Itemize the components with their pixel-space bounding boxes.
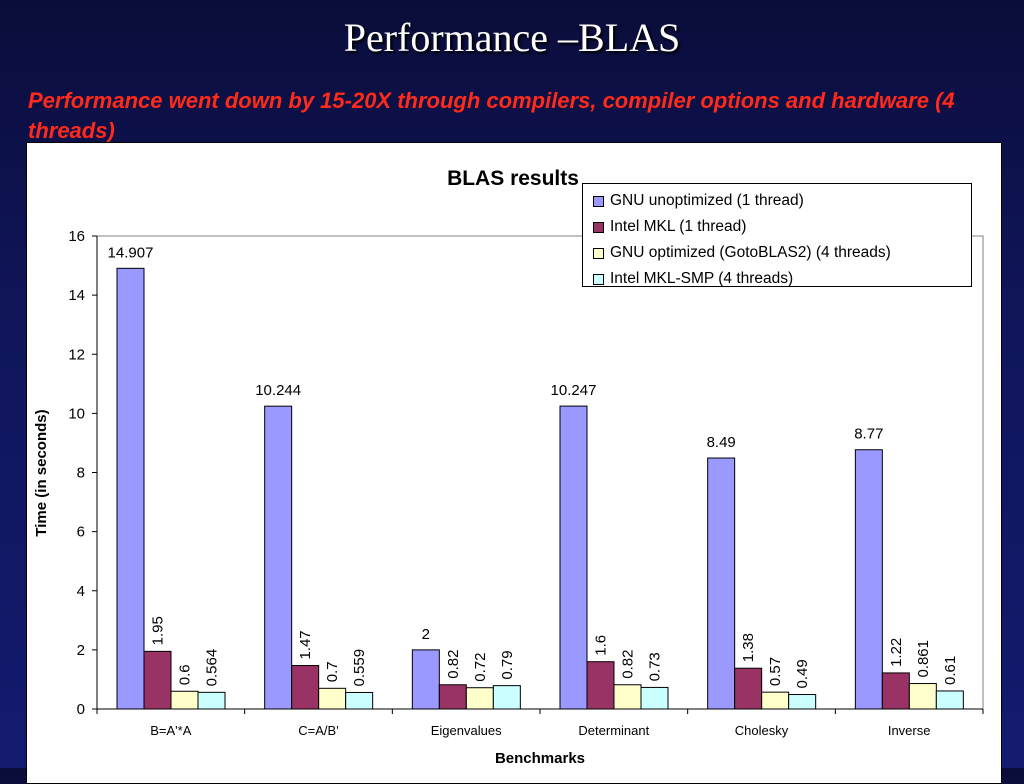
data-label: 8.49 xyxy=(707,434,736,451)
data-label: 0.6 xyxy=(177,664,194,685)
x-tick-label: B=A'*A xyxy=(150,723,191,738)
data-label: 1.38 xyxy=(740,633,757,662)
y-tick-label: 10 xyxy=(68,405,85,422)
y-tick-label: 16 xyxy=(68,228,85,245)
legend-item: Intel MKL-SMP (4 threads) xyxy=(593,266,971,292)
bar xyxy=(788,694,817,710)
y-tick-label: 0 xyxy=(77,701,85,718)
bar xyxy=(465,687,494,710)
data-label: 0.61 xyxy=(942,656,959,685)
bar xyxy=(734,667,763,710)
bar xyxy=(197,691,226,710)
bar xyxy=(935,690,964,710)
data-label: 10.247 xyxy=(551,382,597,399)
legend-label: Intel MKL-SMP (4 threads) xyxy=(610,270,794,287)
chart-legend: GNU unoptimized (1 thread) Intel MKL (1 … xyxy=(582,183,972,287)
bar xyxy=(908,683,937,710)
legend-item: GNU unoptimized (1 thread) xyxy=(593,188,971,214)
x-tick-label: Inverse xyxy=(888,723,931,738)
x-tick-label: Cholesky xyxy=(735,723,789,738)
bar xyxy=(854,449,883,710)
bar xyxy=(116,267,145,710)
data-label: 0.49 xyxy=(794,659,811,688)
legend-label: GNU unoptimized (1 thread) xyxy=(610,192,804,209)
x-axis-label: Benchmarks xyxy=(495,750,585,767)
bar xyxy=(559,405,588,710)
data-label: 0.72 xyxy=(472,653,489,682)
x-tick-label: Determinant xyxy=(578,723,649,738)
plot-border xyxy=(96,235,984,710)
y-tick-label: 4 xyxy=(77,583,85,600)
bar xyxy=(291,665,320,710)
data-label: 1.22 xyxy=(888,638,905,667)
data-label: 0.559 xyxy=(351,649,368,687)
data-label: 1.6 xyxy=(593,635,610,656)
data-label: 0.57 xyxy=(767,657,784,686)
legend-item: GNU optimized (GotoBLAS2) (4 threads) xyxy=(593,240,971,266)
legend-item: Intel MKL (1 thread) xyxy=(593,214,971,240)
bar xyxy=(318,687,347,710)
bar-chart: BLAS results Time (in seconds) Benchmark… xyxy=(33,167,984,767)
slide-subtitle: Performance went down by 15-20X through … xyxy=(28,88,955,143)
bar xyxy=(881,672,910,710)
y-tick-label: 2 xyxy=(77,642,85,659)
legend-label: GNU optimized (GotoBLAS2) (4 threads) xyxy=(610,244,891,261)
bar xyxy=(586,661,615,710)
legend-swatch xyxy=(593,273,604,285)
y-tick-label: 6 xyxy=(77,524,85,541)
bar xyxy=(761,691,790,710)
x-tick-label: Eigenvalues xyxy=(431,723,502,738)
y-tick-label: 14 xyxy=(68,287,85,304)
y-tick-label: 12 xyxy=(68,346,85,363)
bar xyxy=(264,405,293,710)
data-label: 1.95 xyxy=(150,616,167,645)
legend-label: Intel MKL (1 thread) xyxy=(610,218,747,235)
data-label: 0.73 xyxy=(647,652,664,681)
bar xyxy=(143,650,172,710)
slide-title: Performance –BLAS xyxy=(343,15,681,60)
data-label: 0.82 xyxy=(445,650,462,679)
data-label: 0.79 xyxy=(499,650,516,679)
bar xyxy=(492,685,521,710)
x-tick-label: C=A/B' xyxy=(298,723,338,738)
legend-swatch xyxy=(593,221,604,233)
data-label: 0.861 xyxy=(915,640,932,678)
data-label: 2 xyxy=(422,626,430,643)
bar xyxy=(707,457,736,710)
data-label: 1.47 xyxy=(297,630,314,659)
legend-swatch xyxy=(593,195,604,207)
bar xyxy=(170,690,199,710)
chart-panel: BLAS results Time (in seconds) Benchmark… xyxy=(26,142,1002,784)
bar xyxy=(438,684,467,710)
data-label: 0.82 xyxy=(620,650,637,679)
data-label: 14.907 xyxy=(108,244,154,261)
data-label: 10.244 xyxy=(255,382,301,399)
bar xyxy=(345,691,374,710)
data-label: 0.7 xyxy=(324,661,341,682)
chart-title: BLAS results xyxy=(447,167,579,190)
legend-swatch xyxy=(593,247,604,259)
y-tick-label: 8 xyxy=(77,465,85,482)
bar xyxy=(411,649,440,710)
bar xyxy=(640,686,669,710)
bar xyxy=(613,684,642,710)
plot-area: 0 2 4 6 8 10 12 14 16 B=A'*A 14.907 1.95 0.6 0.564 C=A… xyxy=(68,228,984,738)
data-label: 0.564 xyxy=(204,649,221,687)
data-label: 8.77 xyxy=(854,426,883,443)
y-axis-label: Time (in seconds) xyxy=(33,409,50,536)
